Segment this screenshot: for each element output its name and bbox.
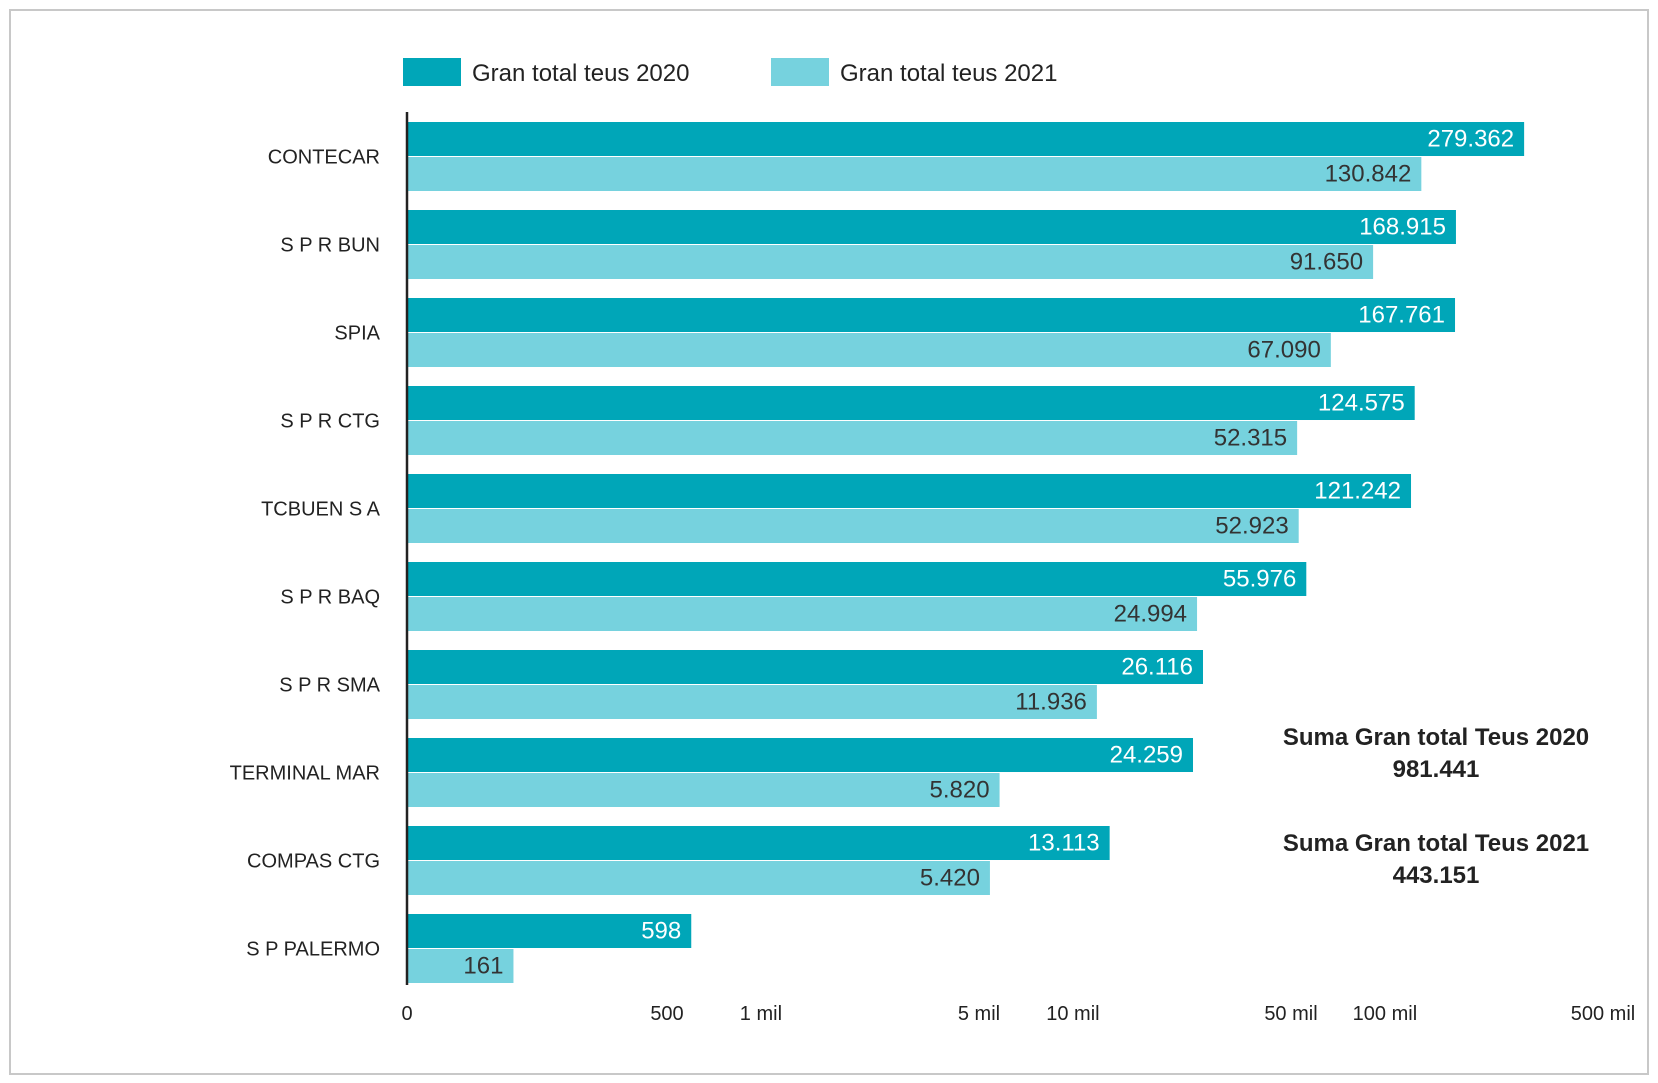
bar-2020 [407, 914, 692, 948]
category-label: S P R CTG [280, 410, 380, 432]
data-label-2020: 13.113 [1028, 829, 1100, 856]
bar-2020 [407, 826, 1110, 860]
category-label: S P PALERMO [246, 938, 380, 960]
bar-2021 [407, 685, 1097, 719]
x-tick-label: 100 mil [1353, 1003, 1417, 1025]
category-label: SPIA [334, 322, 380, 344]
data-label-2021: 5.820 [930, 776, 990, 803]
bar-2020 [407, 562, 1307, 596]
x-tick-label: 500 mil [1571, 1003, 1635, 1025]
data-label-2021: 24.994 [1114, 600, 1187, 627]
category-label: COMPAS CTG [247, 850, 380, 872]
bar-2020 [407, 122, 1525, 156]
bar-2021 [407, 949, 514, 983]
bar-2020 [407, 210, 1456, 244]
bar-2021 [407, 245, 1374, 279]
x-tick-label: 10 mil [1046, 1003, 1099, 1025]
data-label-2021: 52.315 [1214, 424, 1287, 451]
bar-2021 [407, 421, 1298, 455]
bar-2021 [407, 333, 1331, 367]
data-label-2020: 55.976 [1223, 565, 1296, 592]
x-tick-label: 0 [401, 1003, 412, 1025]
bar-2021 [407, 157, 1422, 191]
summary-2020-value: 981.441 [1393, 756, 1480, 783]
summary-2020-title: Suma Gran total Teus 2020 [1283, 724, 1589, 751]
data-label-2020: 24.259 [1110, 741, 1183, 768]
x-tick-label: 1 mil [740, 1003, 782, 1025]
data-label-2021: 130.842 [1325, 160, 1412, 187]
data-label-2020: 167.761 [1358, 301, 1445, 328]
category-label: S P R SMA [279, 674, 380, 696]
x-tick-label: 50 mil [1264, 1003, 1317, 1025]
legend-label-2020: Gran total teus 2020 [472, 60, 689, 87]
bar-2021 [407, 597, 1198, 631]
legend-swatch-2021 [771, 58, 829, 86]
x-tick-label: 500 [650, 1003, 683, 1025]
category-label: CONTECAR [268, 146, 380, 168]
data-label-2020: 598 [641, 917, 681, 944]
data-label-2021: 161 [463, 952, 503, 979]
category-label: TERMINAL MAR [230, 762, 380, 784]
data-label-2021: 5.420 [920, 864, 980, 891]
data-label-2020: 121.242 [1314, 477, 1401, 504]
data-label-2020: 124.575 [1318, 389, 1405, 416]
category-label: TCBUEN S A [261, 498, 381, 520]
bar-2020 [407, 298, 1456, 332]
summary-2021-value: 443.151 [1393, 862, 1480, 889]
data-label-2021: 52.923 [1215, 512, 1288, 539]
bar-2021 [407, 861, 990, 895]
bar-2020 [407, 650, 1203, 684]
legend-swatch-2020 [403, 58, 461, 86]
x-tick-label: 5 mil [958, 1003, 1000, 1025]
data-label-2020: 279.362 [1427, 125, 1514, 152]
legend-label-2021: Gran total teus 2021 [840, 60, 1057, 87]
data-label-2021: 11.936 [1015, 688, 1087, 715]
bar-2021 [407, 773, 1000, 807]
bar-2020 [407, 386, 1415, 420]
bar-2021 [407, 509, 1299, 543]
bar-2020 [407, 738, 1194, 772]
data-label-2020: 168.915 [1359, 213, 1446, 240]
category-label: S P R BUN [280, 234, 380, 256]
data-label-2020: 26.116 [1121, 653, 1193, 680]
category-label: S P R BAQ [280, 586, 380, 608]
data-label-2021: 67.090 [1247, 336, 1320, 363]
summary-2021-title: Suma Gran total Teus 2021 [1283, 830, 1589, 857]
bar-2020 [407, 474, 1412, 508]
data-label-2021: 91.650 [1290, 248, 1363, 275]
